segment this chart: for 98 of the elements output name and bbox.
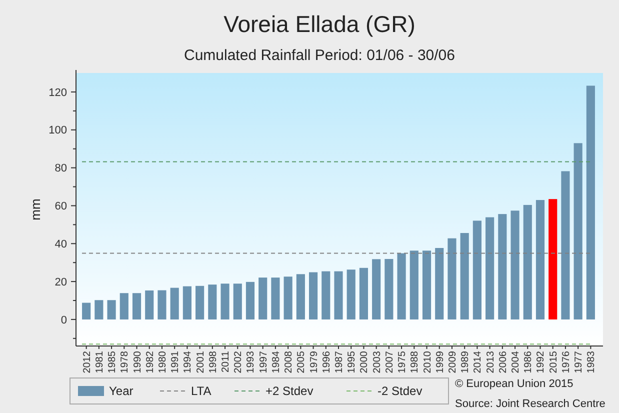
- bar: [170, 288, 179, 320]
- x-tick-label: 1996: [321, 350, 332, 374]
- bar: [271, 278, 280, 320]
- x-tick-label: 1993: [246, 350, 257, 374]
- x-tick-label: 1978: [120, 350, 131, 374]
- bar: [182, 286, 192, 320]
- y-tick-label: 40: [54, 238, 67, 250]
- bar: [498, 214, 507, 320]
- y-axis-title: mm: [28, 198, 43, 220]
- bar: [346, 270, 356, 320]
- bar: [120, 293, 128, 320]
- x-tick-label: 1999: [434, 350, 446, 374]
- bar: [523, 204, 532, 320]
- x-tick-label: 2009: [447, 350, 458, 374]
- bar: [574, 143, 582, 320]
- legend-label: +2 Stdev: [266, 384, 314, 398]
- bar: [359, 268, 368, 320]
- x-tick-label: 2007: [384, 350, 396, 374]
- x-tick-label: 2011: [220, 350, 232, 373]
- x-tick-label: 1980: [157, 350, 168, 374]
- x-tick-label: 2006: [498, 350, 509, 374]
- chart-title: Voreia Ellada (GR): [224, 11, 416, 37]
- x-tick-label: 1982: [144, 350, 156, 374]
- x-tick-label: 2001: [195, 350, 206, 374]
- x-tick-label: 2012: [82, 350, 93, 374]
- x-tick-label: 1997: [258, 350, 270, 374]
- y-tick-label: 0: [60, 314, 67, 326]
- bar: [107, 300, 116, 320]
- x-tick-label: 1998: [208, 350, 219, 374]
- x-tick-label: 1990: [132, 350, 144, 374]
- x-tick-label: 2004: [510, 350, 522, 374]
- x-tick-label: 1995: [346, 350, 358, 374]
- legend-label: -2 Stdev: [378, 384, 422, 398]
- bar: [384, 258, 394, 320]
- x-tick-label: 1985: [107, 350, 118, 374]
- chart-subtitle: Cumulated Rainfall Period: 01/06 - 30/06: [184, 47, 455, 64]
- bar: [435, 248, 444, 320]
- y-tick-label: 80: [54, 162, 67, 175]
- bar: [94, 300, 104, 320]
- bar: [472, 220, 482, 320]
- x-tick-label: 1991: [170, 350, 182, 374]
- y-tick-label: 120: [48, 86, 67, 99]
- x-tick-label: 1977: [574, 350, 585, 374]
- x-tick-label: 1976: [560, 350, 572, 374]
- x-tick-label: 1994: [182, 350, 194, 374]
- bar: [448, 238, 456, 320]
- x-tick-label: 2013: [485, 350, 496, 374]
- x-tick-label: 2002: [233, 350, 244, 374]
- bar: [397, 253, 406, 320]
- bar: [334, 271, 343, 320]
- x-tick-label: 1983: [586, 350, 598, 374]
- x-tick-label: 1981: [94, 350, 106, 374]
- y-tick-label: 20: [54, 276, 67, 288]
- bar: [246, 282, 255, 320]
- bar: [258, 278, 268, 320]
- x-tick-label: 1992: [536, 350, 547, 374]
- bar: [486, 217, 494, 320]
- x-tick-label: 2003: [372, 350, 383, 374]
- x-tick-label: 1984: [270, 350, 282, 374]
- x-tick-label: 1986: [523, 350, 534, 374]
- bar: [422, 250, 432, 320]
- bar: [233, 284, 242, 320]
- bar: [145, 290, 154, 320]
- bar: [296, 274, 305, 320]
- bar: [561, 171, 570, 320]
- bar: [410, 250, 418, 320]
- legend-label: LTA: [191, 384, 212, 398]
- legend-label: Year: [109, 384, 134, 398]
- bar: [372, 259, 381, 320]
- bar: [460, 233, 469, 320]
- bar: [208, 284, 217, 320]
- source-note: Source: Joint Research Centre: [455, 398, 606, 410]
- y-tick-label: 100: [48, 124, 67, 137]
- x-tick-label: 1988: [410, 350, 421, 374]
- bar: [284, 276, 292, 320]
- x-tick-label: 2015: [548, 350, 560, 374]
- x-tick-label: 2010: [422, 350, 434, 374]
- x-tick-label: 2005: [296, 350, 308, 374]
- bar: [510, 210, 520, 320]
- bar: [536, 200, 545, 320]
- x-tick-label: 1979: [308, 350, 320, 374]
- x-tick-label: 1989: [460, 350, 472, 374]
- bar: [548, 199, 558, 320]
- x-tick-label: 1975: [397, 350, 408, 374]
- bar: [132, 293, 142, 320]
- x-tick-label: 2014: [472, 350, 484, 374]
- text: © European Union 2015: [455, 378, 574, 390]
- x-tick-label: 1987: [334, 350, 345, 374]
- bar: [322, 271, 330, 320]
- x-tick-label: 2000: [359, 350, 370, 374]
- bar: [308, 272, 318, 320]
- bar: [82, 302, 91, 320]
- bar: [196, 286, 204, 320]
- bar: [220, 284, 230, 320]
- x-tick-label: 2008: [284, 350, 295, 374]
- bar: [158, 290, 166, 320]
- y-tick-label: 60: [54, 200, 67, 213]
- bar: [586, 86, 595, 320]
